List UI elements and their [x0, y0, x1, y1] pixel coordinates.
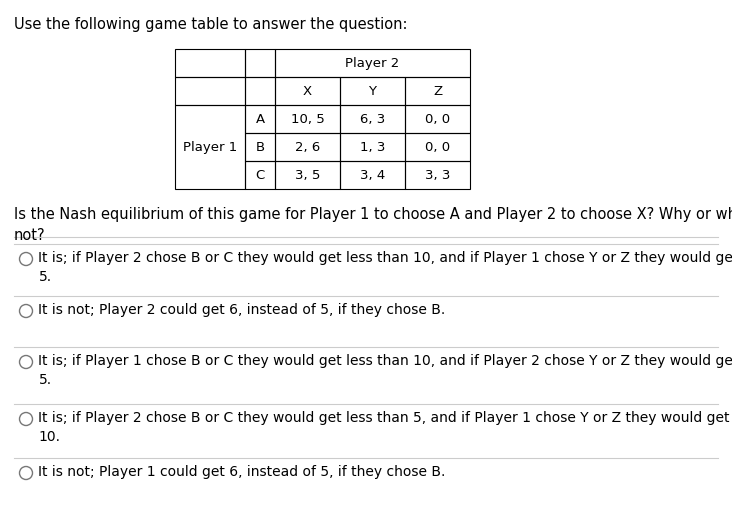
Bar [175, 77, 245, 105]
Bar [245, 105, 275, 133]
Text: 10, 5: 10, 5 [291, 112, 324, 126]
Text: 6, 3: 6, 3 [360, 112, 385, 126]
Text: Z: Z [433, 84, 442, 98]
Bar [275, 77, 340, 105]
Bar [245, 49, 275, 77]
Bar [340, 105, 405, 133]
Text: It is; if Player 2 chose B or C they would get less than 5, and if Player 1 chos: It is; if Player 2 chose B or C they wou… [39, 411, 732, 444]
Bar [405, 77, 470, 105]
Text: It is not; Player 1 could get 6, instead of 5, if they chose B.: It is not; Player 1 could get 6, instead… [39, 465, 446, 479]
Text: 3, 3: 3, 3 [425, 168, 450, 182]
Bar [245, 161, 275, 189]
Bar [275, 49, 470, 77]
Text: X: X [303, 84, 312, 98]
Text: Player 1: Player 1 [183, 140, 237, 154]
Text: 3, 4: 3, 4 [360, 168, 385, 182]
Text: Y: Y [368, 84, 376, 98]
Text: It is; if Player 2 chose B or C they would get less than 10, and if Player 1 cho: It is; if Player 2 chose B or C they wou… [39, 251, 732, 284]
Text: C: C [255, 168, 265, 182]
Bar [175, 105, 245, 189]
Text: 0, 0: 0, 0 [425, 140, 450, 154]
Bar [275, 133, 340, 161]
Text: 3, 5: 3, 5 [295, 168, 320, 182]
Bar [340, 77, 405, 105]
Text: It is not; Player 2 could get 6, instead of 5, if they chose B.: It is not; Player 2 could get 6, instead… [39, 303, 446, 317]
Bar [245, 77, 275, 105]
Bar [275, 105, 340, 133]
Bar [340, 161, 405, 189]
Bar [275, 161, 340, 189]
Text: 1, 3: 1, 3 [360, 140, 385, 154]
Text: Player 2: Player 2 [346, 56, 400, 70]
Bar [245, 133, 275, 161]
Text: It is; if Player 1 chose B or C they would get less than 10, and if Player 2 cho: It is; if Player 1 chose B or C they wou… [39, 354, 732, 387]
Text: B: B [255, 140, 264, 154]
Text: 2, 6: 2, 6 [295, 140, 320, 154]
Bar [175, 49, 245, 77]
Bar [405, 105, 470, 133]
Bar [340, 133, 405, 161]
Text: Use the following game table to answer the question:: Use the following game table to answer t… [14, 17, 408, 32]
Bar [405, 133, 470, 161]
Text: Is the Nash equilibrium of this game for Player 1 to choose A and Player 2 to ch: Is the Nash equilibrium of this game for… [14, 207, 732, 243]
Text: A: A [255, 112, 264, 126]
Bar [405, 161, 470, 189]
Text: 0, 0: 0, 0 [425, 112, 450, 126]
